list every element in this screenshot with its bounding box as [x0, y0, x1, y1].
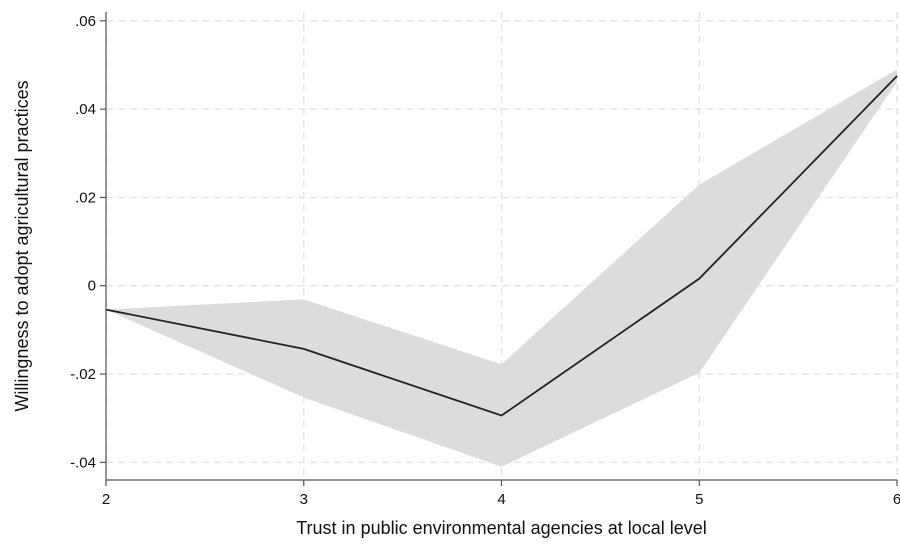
series-line [105, 75, 898, 417]
x-tick-label-0: 2 [102, 491, 110, 508]
y-ticks: -.04 -.02 0 .02 .04 .06 [70, 13, 106, 471]
y-tick-label-0: -.04 [70, 454, 96, 471]
y-tick-label-3: .02 [75, 189, 96, 206]
x-axis-label: Trust in public environmental agencies a… [296, 518, 707, 538]
y-tick-label-1: -.02 [70, 366, 96, 383]
y-axis-label: Willingness to adopt agricultural practi… [12, 80, 32, 411]
confidence-band [106, 69, 897, 467]
x-tick-label-4: 6 [893, 491, 900, 508]
x-tick-label-2: 4 [497, 491, 505, 508]
x-tick-label-3: 5 [695, 491, 703, 508]
y-tick-label-4: .04 [75, 101, 96, 118]
y-tick-label-2: 0 [88, 278, 96, 295]
x-ticks: 2 3 4 5 6 [102, 480, 900, 508]
x-tick-label-1: 3 [300, 491, 308, 508]
y-tick-label-5: .06 [75, 13, 96, 30]
